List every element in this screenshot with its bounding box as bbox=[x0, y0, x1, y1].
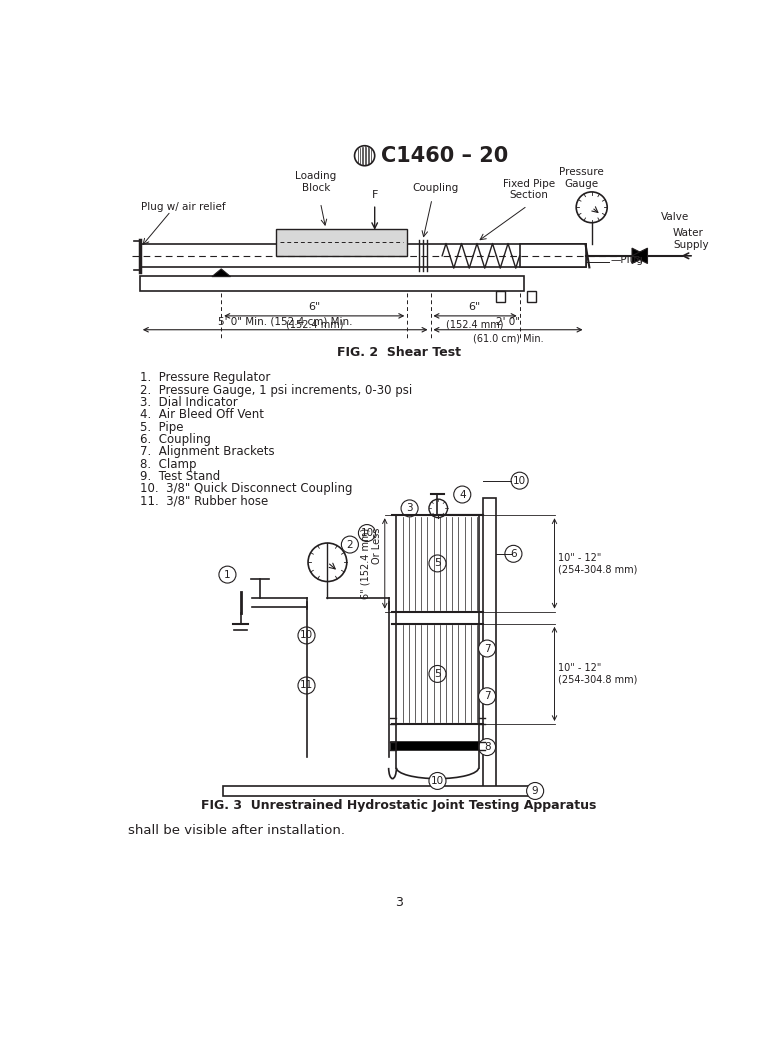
Bar bbox=[527, 291, 536, 302]
Text: 6: 6 bbox=[510, 549, 517, 559]
Text: —Plug: —Plug bbox=[610, 255, 643, 265]
Circle shape bbox=[429, 772, 446, 789]
Text: 10" - 12"
(254-304.8 mm): 10" - 12" (254-304.8 mm) bbox=[559, 553, 638, 575]
Text: 4.  Air Bleed Off Vent: 4. Air Bleed Off Vent bbox=[140, 408, 264, 422]
Text: 5: 5 bbox=[434, 558, 441, 568]
Circle shape bbox=[401, 500, 418, 516]
Text: 3.  Dial Indicator: 3. Dial Indicator bbox=[140, 396, 237, 409]
Text: (61.0 cm) Min.: (61.0 cm) Min. bbox=[473, 333, 543, 344]
Text: 2.  Pressure Gauge, 1 psi increments, 0-30 psi: 2. Pressure Gauge, 1 psi increments, 0-3… bbox=[140, 384, 412, 397]
Text: 10.  3/8" Quick Disconnect Coupling: 10. 3/8" Quick Disconnect Coupling bbox=[140, 482, 352, 496]
Circle shape bbox=[478, 640, 496, 657]
Text: 6": 6" bbox=[308, 302, 321, 312]
Bar bbox=[140, 276, 524, 291]
Text: 5' 0" Min. (152.4 cm) Min.: 5' 0" Min. (152.4 cm) Min. bbox=[218, 316, 352, 327]
Bar bbox=[520, 245, 586, 268]
Circle shape bbox=[298, 677, 315, 694]
Text: 7: 7 bbox=[484, 643, 490, 654]
Text: 2: 2 bbox=[346, 539, 353, 550]
Circle shape bbox=[527, 783, 544, 799]
Circle shape bbox=[298, 627, 315, 644]
Text: 7: 7 bbox=[484, 691, 490, 702]
Text: C1460 – 20: C1460 – 20 bbox=[381, 146, 508, 166]
Polygon shape bbox=[632, 248, 647, 263]
Text: 10: 10 bbox=[300, 631, 313, 640]
Text: (152.4 mm): (152.4 mm) bbox=[446, 320, 503, 330]
Circle shape bbox=[219, 566, 236, 583]
Circle shape bbox=[429, 499, 447, 517]
Text: 9: 9 bbox=[532, 786, 538, 796]
Text: 1: 1 bbox=[224, 569, 231, 580]
Text: Plug w/ air relief: Plug w/ air relief bbox=[141, 202, 226, 212]
Circle shape bbox=[359, 525, 376, 541]
Circle shape bbox=[308, 543, 347, 582]
Bar bbox=[483, 498, 496, 789]
Text: Water
Supply: Water Supply bbox=[673, 228, 709, 250]
Circle shape bbox=[454, 486, 471, 503]
Text: 8: 8 bbox=[484, 742, 490, 752]
Bar bbox=[140, 245, 586, 268]
Circle shape bbox=[505, 545, 522, 562]
Text: Loading
Block: Loading Block bbox=[295, 171, 336, 193]
Text: 6" (152.4 mm)
Or Less: 6" (152.4 mm) Or Less bbox=[361, 528, 383, 599]
Text: 5.  Pipe: 5. Pipe bbox=[140, 421, 184, 434]
Bar bbox=[496, 291, 505, 302]
Text: 8.  Clamp: 8. Clamp bbox=[140, 458, 196, 471]
Circle shape bbox=[429, 555, 446, 572]
Polygon shape bbox=[632, 248, 647, 263]
Text: 9.  Test Stand: 9. Test Stand bbox=[140, 469, 220, 483]
Text: 11: 11 bbox=[300, 681, 313, 690]
Text: FIG. 2  Shear Test: FIG. 2 Shear Test bbox=[337, 347, 461, 359]
Text: 2' 0": 2' 0" bbox=[496, 316, 520, 327]
Polygon shape bbox=[212, 269, 230, 277]
Bar bbox=[275, 229, 407, 256]
Text: 6.  Coupling: 6. Coupling bbox=[140, 433, 211, 446]
Circle shape bbox=[511, 473, 528, 489]
Text: 5: 5 bbox=[434, 669, 441, 679]
Text: Coupling: Coupling bbox=[412, 182, 458, 193]
Text: 6": 6" bbox=[468, 302, 481, 312]
Circle shape bbox=[478, 739, 496, 756]
Bar bbox=[397, 624, 478, 723]
Text: 7.  Alignment Brackets: 7. Alignment Brackets bbox=[140, 446, 275, 458]
Text: Valve: Valve bbox=[661, 212, 689, 223]
Text: 10" - 12"
(254-304.8 mm): 10" - 12" (254-304.8 mm) bbox=[559, 663, 638, 685]
Text: FIG. 3  Unrestrained Hydrostatic Joint Testing Apparatus: FIG. 3 Unrestrained Hydrostatic Joint Te… bbox=[201, 799, 597, 812]
Text: (152.4 mm): (152.4 mm) bbox=[286, 320, 343, 330]
Circle shape bbox=[342, 536, 359, 553]
Circle shape bbox=[429, 665, 446, 683]
Circle shape bbox=[478, 688, 496, 705]
Text: 1.  Pressure Regulator: 1. Pressure Regulator bbox=[140, 372, 270, 384]
Circle shape bbox=[355, 146, 375, 166]
Bar bbox=[397, 515, 478, 611]
Bar bbox=[391, 741, 485, 751]
Text: 10: 10 bbox=[513, 476, 526, 486]
Text: shall be visible after installation.: shall be visible after installation. bbox=[128, 823, 345, 837]
Text: 10: 10 bbox=[360, 528, 373, 538]
Text: 3: 3 bbox=[406, 504, 413, 513]
Text: 3: 3 bbox=[394, 896, 403, 909]
Text: Pressure
Gauge: Pressure Gauge bbox=[559, 168, 604, 188]
Text: 10: 10 bbox=[431, 776, 444, 786]
Text: Fixed Pipe
Section: Fixed Pipe Section bbox=[503, 179, 555, 200]
Bar bbox=[223, 786, 539, 796]
Text: 11.  3/8" Rubber hose: 11. 3/8" Rubber hose bbox=[140, 494, 268, 508]
Circle shape bbox=[576, 192, 607, 223]
Text: 4: 4 bbox=[459, 489, 465, 500]
Text: F: F bbox=[372, 191, 378, 200]
